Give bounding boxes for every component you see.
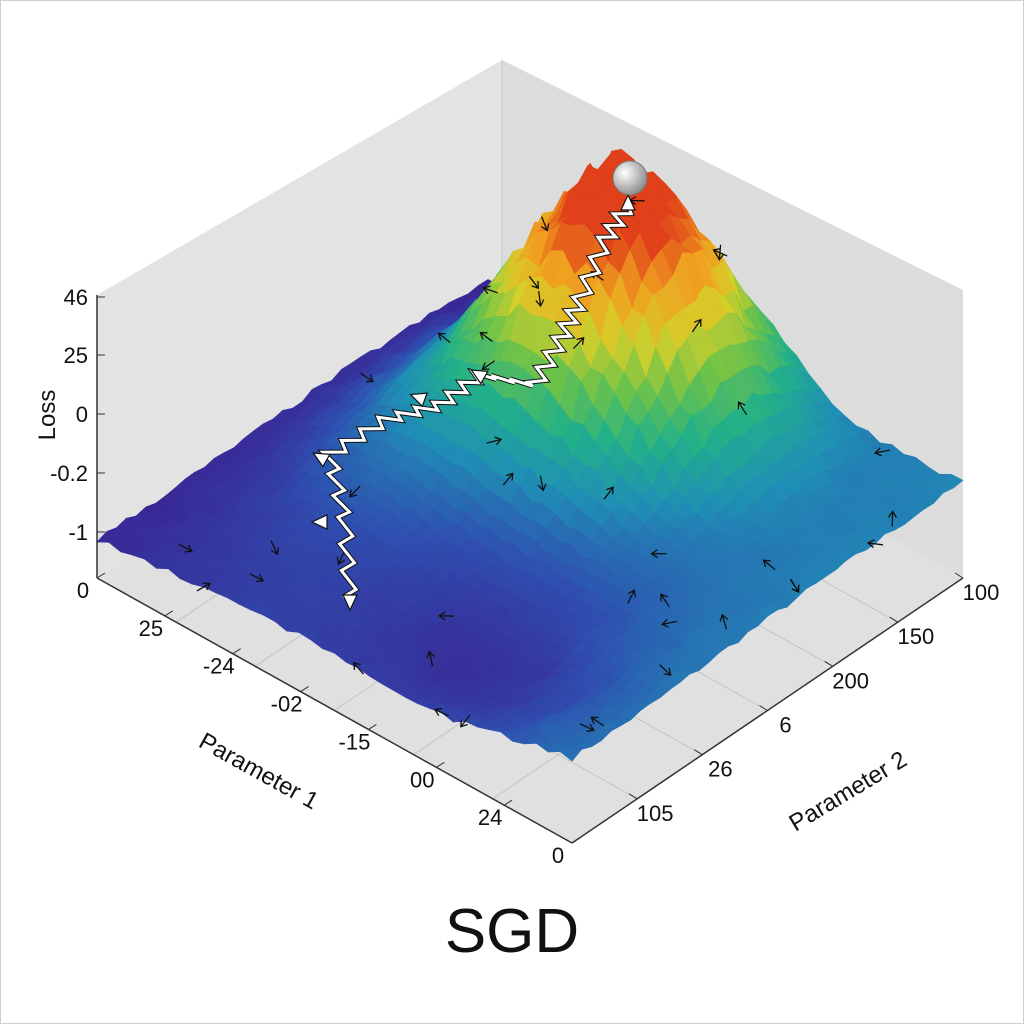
gradient-arrow xyxy=(178,543,193,553)
y-tick-mark xyxy=(954,572,964,579)
x-tick-label: 25 xyxy=(139,616,163,641)
gradient-arrow xyxy=(528,275,540,290)
z-tick-label: 25 xyxy=(64,343,88,368)
x-tick-mark xyxy=(300,686,309,692)
left-wall xyxy=(97,60,502,578)
x-tick-label: 24 xyxy=(478,805,502,830)
z-tick-label: -0.2 xyxy=(50,461,88,486)
y-axis-label: Parameter 2 xyxy=(785,746,912,837)
gradient-arrow xyxy=(486,436,503,446)
gradient-arrow xyxy=(603,486,614,500)
sgd-step-arrow xyxy=(620,193,636,211)
sgd-step-arrow xyxy=(342,594,358,612)
y-tick-mark xyxy=(824,660,833,667)
gradient-arrow xyxy=(479,331,493,342)
gradient-arrow xyxy=(426,650,436,667)
y-tick-label: 26 xyxy=(708,757,732,782)
gradient-arrow xyxy=(482,285,498,295)
loss-surface xyxy=(96,148,964,762)
x-tick-label: 0 xyxy=(552,843,564,868)
gradient-arrow xyxy=(887,510,898,527)
y-tick-mark xyxy=(889,616,899,623)
gradient-arrow xyxy=(349,485,361,498)
x-tick-mark xyxy=(368,724,377,730)
sgd-step-arrow xyxy=(409,392,428,408)
y-tick-label: 100 xyxy=(963,580,1000,605)
z-axis-label: Loss xyxy=(34,390,61,441)
gradient-arrow xyxy=(659,664,672,676)
surface-patch xyxy=(559,748,583,762)
y-tick-mark xyxy=(759,705,768,711)
x-tick-mark xyxy=(164,610,174,617)
gradient-arrow xyxy=(790,578,800,593)
ticks: 46 25 0 -0.2 -1 0 25 -24 -02 -15 00 24 0 105 26 6 200 150… xyxy=(50,285,999,868)
z-tick-label: 0 xyxy=(76,402,88,427)
gradient-arrow xyxy=(249,573,265,583)
chart-title: SGD xyxy=(445,897,579,966)
z-tick-label: -1 xyxy=(68,520,88,545)
gradient-arrow xyxy=(352,661,365,675)
x-tick-mark xyxy=(232,648,241,655)
gradient-arrow xyxy=(460,714,471,728)
x-axis-line xyxy=(96,577,573,844)
x-tick-label: 00 xyxy=(410,767,434,792)
x-tick-label: -24 xyxy=(203,654,235,679)
gradient-arrow xyxy=(691,318,702,333)
sgd-path xyxy=(310,193,636,612)
gradient-arrow xyxy=(433,707,449,717)
gradient-arrow xyxy=(502,472,514,486)
x-tick-label: -15 xyxy=(339,729,371,754)
gradient-arrow xyxy=(590,716,605,727)
x-axis-label: Parameter 1 xyxy=(194,728,323,816)
x-tick-mark xyxy=(503,799,513,806)
y-tick-label: 6 xyxy=(779,713,791,738)
gradient-arrow xyxy=(866,539,884,549)
gradient-arrow xyxy=(660,593,670,608)
gradient-arrow xyxy=(737,401,748,416)
y-tick-mark xyxy=(628,793,638,800)
gradient-arrow xyxy=(537,475,547,492)
gradient-arrow xyxy=(627,589,636,604)
sgd-step-arrow xyxy=(312,452,331,468)
x-tick-label: 0 xyxy=(77,578,89,603)
z-tick-label: 46 xyxy=(64,285,88,310)
gradient-arrow xyxy=(481,360,496,370)
gradient-arrow xyxy=(719,613,729,630)
gradient-arrow xyxy=(196,582,211,592)
gradient-arrow xyxy=(661,618,677,628)
gradient-arrow xyxy=(712,248,728,257)
y-tick-label: 200 xyxy=(832,668,869,693)
y-tick-label: 150 xyxy=(897,624,934,649)
y-tick-label: 105 xyxy=(637,801,674,826)
x-tick-mark xyxy=(96,572,106,579)
gradient-arrow xyxy=(540,216,550,232)
sgd-step-arrow xyxy=(310,514,328,530)
x-tick-mark xyxy=(436,761,445,768)
y-tick-mark xyxy=(694,749,703,756)
gradient-arrow xyxy=(437,332,451,344)
gradient-arrow xyxy=(270,540,280,556)
x-tick-mark xyxy=(571,837,581,844)
gradient-arrow xyxy=(762,559,776,571)
gradient-arrow xyxy=(572,336,585,350)
ball-marker xyxy=(612,160,648,196)
gradient-arrow xyxy=(438,611,455,621)
gradient-arrow xyxy=(650,549,667,559)
gradient-arrow xyxy=(579,723,595,732)
x-tick-label: -02 xyxy=(271,692,303,717)
peak-ball xyxy=(612,160,648,196)
gradient-arrow xyxy=(535,291,545,308)
gradient-arrow xyxy=(873,447,890,457)
sgd-step-arrow xyxy=(470,369,489,385)
gradient-arrow xyxy=(360,372,375,383)
